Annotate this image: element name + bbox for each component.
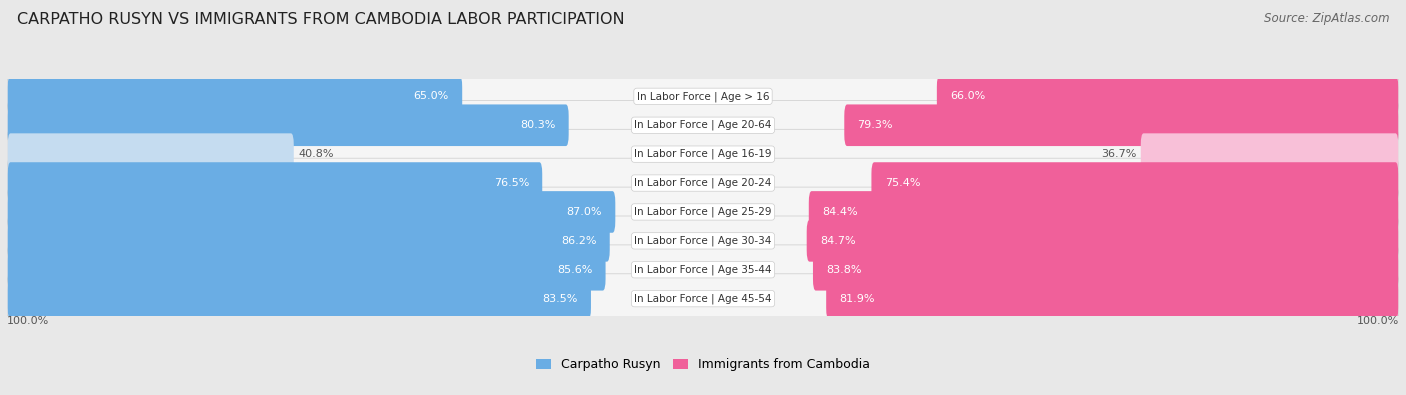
FancyBboxPatch shape [7, 162, 543, 204]
FancyBboxPatch shape [7, 100, 1399, 150]
FancyBboxPatch shape [813, 249, 1399, 291]
Text: 81.9%: 81.9% [839, 293, 875, 304]
FancyBboxPatch shape [1140, 134, 1399, 175]
Text: 80.3%: 80.3% [520, 120, 555, 130]
Text: In Labor Force | Age 20-24: In Labor Force | Age 20-24 [634, 178, 772, 188]
FancyBboxPatch shape [936, 75, 1399, 117]
Text: In Labor Force | Age > 16: In Labor Force | Age > 16 [637, 91, 769, 102]
Text: 40.8%: 40.8% [298, 149, 333, 159]
FancyBboxPatch shape [827, 278, 1399, 320]
Text: 100.0%: 100.0% [1357, 316, 1399, 326]
FancyBboxPatch shape [7, 278, 591, 320]
Text: CARPATHO RUSYN VS IMMIGRANTS FROM CAMBODIA LABOR PARTICIPATION: CARPATHO RUSYN VS IMMIGRANTS FROM CAMBOD… [17, 12, 624, 27]
Text: 86.2%: 86.2% [561, 236, 596, 246]
Text: In Labor Force | Age 16-19: In Labor Force | Age 16-19 [634, 149, 772, 160]
FancyBboxPatch shape [872, 162, 1399, 204]
Text: 84.7%: 84.7% [820, 236, 855, 246]
Text: 36.7%: 36.7% [1101, 149, 1136, 159]
Text: 83.5%: 83.5% [543, 293, 578, 304]
Legend: Carpatho Rusyn, Immigrants from Cambodia: Carpatho Rusyn, Immigrants from Cambodia [531, 353, 875, 376]
Text: 75.4%: 75.4% [884, 178, 920, 188]
FancyBboxPatch shape [7, 191, 616, 233]
FancyBboxPatch shape [7, 274, 1399, 324]
FancyBboxPatch shape [7, 71, 1399, 121]
FancyBboxPatch shape [7, 249, 606, 291]
Text: 85.6%: 85.6% [557, 265, 592, 275]
FancyBboxPatch shape [7, 75, 463, 117]
FancyBboxPatch shape [807, 220, 1399, 261]
Text: 65.0%: 65.0% [413, 91, 449, 102]
Text: 83.8%: 83.8% [827, 265, 862, 275]
FancyBboxPatch shape [7, 187, 1399, 237]
FancyBboxPatch shape [844, 104, 1399, 146]
Text: In Labor Force | Age 25-29: In Labor Force | Age 25-29 [634, 207, 772, 217]
FancyBboxPatch shape [7, 134, 294, 175]
Text: 76.5%: 76.5% [494, 178, 529, 188]
Text: Source: ZipAtlas.com: Source: ZipAtlas.com [1264, 12, 1389, 25]
Text: 100.0%: 100.0% [7, 316, 49, 326]
FancyBboxPatch shape [7, 245, 1399, 295]
FancyBboxPatch shape [7, 220, 610, 261]
Text: In Labor Force | Age 30-34: In Labor Force | Age 30-34 [634, 235, 772, 246]
FancyBboxPatch shape [7, 158, 1399, 208]
Text: In Labor Force | Age 45-54: In Labor Force | Age 45-54 [634, 293, 772, 304]
Text: In Labor Force | Age 35-44: In Labor Force | Age 35-44 [634, 265, 772, 275]
Text: 84.4%: 84.4% [823, 207, 858, 217]
FancyBboxPatch shape [808, 191, 1399, 233]
Text: In Labor Force | Age 20-64: In Labor Force | Age 20-64 [634, 120, 772, 130]
Text: 79.3%: 79.3% [858, 120, 893, 130]
Text: 87.0%: 87.0% [567, 207, 602, 217]
FancyBboxPatch shape [7, 104, 568, 146]
Text: 66.0%: 66.0% [950, 91, 986, 102]
FancyBboxPatch shape [7, 216, 1399, 266]
FancyBboxPatch shape [7, 129, 1399, 179]
